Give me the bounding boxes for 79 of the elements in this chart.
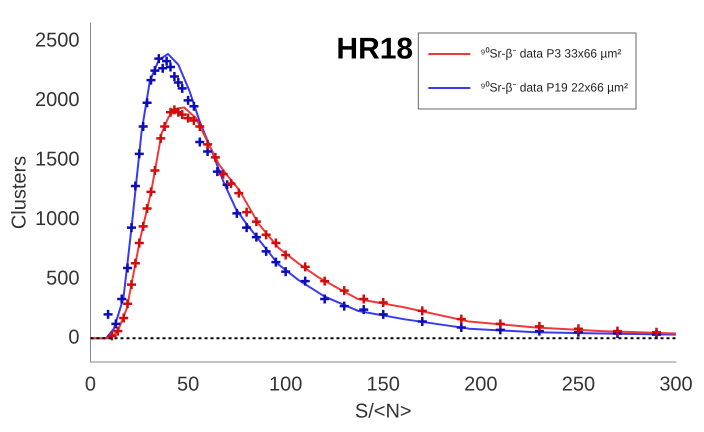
point [202,138,214,150]
point [110,318,122,330]
point [141,96,153,108]
point [299,261,311,273]
point [134,148,146,160]
point [358,293,370,305]
point [494,318,506,330]
point [358,304,370,316]
x-tick-label: 300 [659,374,693,396]
point [225,178,237,190]
point [145,186,157,198]
point [299,275,311,287]
point [270,256,282,268]
x-axis-title: S/<N> [354,400,412,423]
x-tick-label: 0 [84,374,96,396]
x-tick-label: 150 [366,374,400,396]
point [233,187,245,199]
point [126,278,138,290]
point [134,237,146,249]
x-tick-label: 200 [464,374,498,396]
point [210,152,222,164]
point [250,216,262,228]
point [149,64,161,76]
point [112,325,124,337]
point [240,206,252,218]
point [318,293,330,305]
point [260,246,272,258]
y-axis-title: Clusters [8,156,31,230]
point [149,164,161,176]
point [338,300,350,312]
legend-label: ⁹⁰Sr-β⁻ data P3 33x66 µm² [480,46,622,60]
y-tick-label: 1500 [34,148,80,170]
point [145,74,157,86]
point [137,220,149,232]
point [122,298,134,310]
point [130,180,142,192]
point [116,293,128,305]
y-tick-label: 1000 [34,208,80,230]
point [106,330,118,342]
point [280,266,292,278]
x-tick-label: 50 [176,374,200,396]
point [217,168,229,180]
point [231,208,243,220]
point [102,308,114,320]
y-tick-label: 2000 [34,88,80,111]
point [118,312,130,324]
point [141,202,153,214]
point [338,284,350,296]
point [240,222,252,234]
point [155,132,167,144]
point [534,320,546,332]
y-tick-label: 0 [68,326,80,349]
point [270,237,282,249]
point [377,308,389,320]
point [416,305,428,317]
point [122,262,134,274]
point [456,313,468,325]
point [572,322,584,334]
point [416,316,428,328]
x-tick-label: 100 [268,374,302,396]
point [137,120,149,132]
point [260,228,272,240]
point [212,166,224,178]
point [280,249,292,261]
point [377,296,389,308]
point [456,322,468,334]
annotation: HR18 [336,32,414,66]
point [158,120,170,132]
y-tick-label: 500 [46,267,80,290]
point [250,231,262,243]
point [318,275,330,287]
point [126,222,138,234]
y-tick-label: 2500 [34,29,80,52]
point [194,136,206,148]
x-tick-label: 250 [562,374,596,396]
point [612,325,624,337]
legend-label: ⁹⁰Sr-β⁻ data P19 22x66 µm² [480,80,628,94]
point [156,62,168,74]
point [130,258,142,270]
